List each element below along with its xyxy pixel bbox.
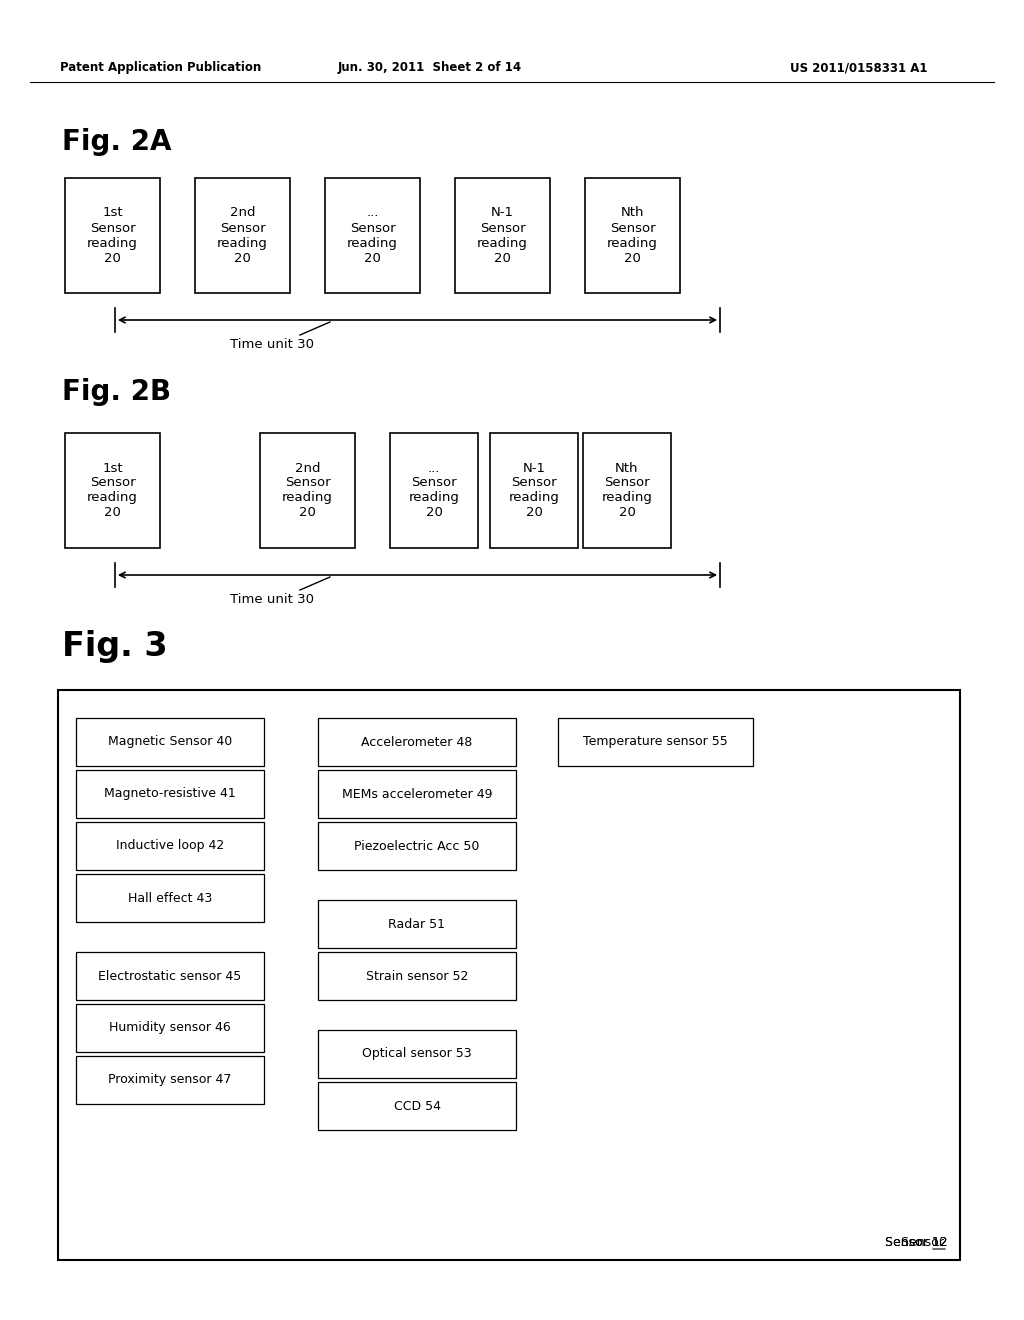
Bar [76, 1005, 264, 1052]
Text: N-1
Sensor
reading
20: N-1 Sensor reading 20 [477, 206, 528, 264]
Text: Piezoelectric Acc 50: Piezoelectric Acc 50 [354, 840, 479, 853]
Bar [325, 178, 420, 293]
Text: US 2011/0158331 A1: US 2011/0158331 A1 [790, 62, 928, 74]
Text: Proximity sensor 47: Proximity sensor 47 [109, 1073, 231, 1086]
Bar [390, 433, 478, 548]
Text: Sensor 12: Sensor 12 [886, 1236, 948, 1249]
Text: Magneto-resistive 41: Magneto-resistive 41 [104, 788, 236, 800]
Text: Nth
Sensor
reading
20: Nth Sensor reading 20 [607, 206, 658, 264]
Text: Accelerometer 48: Accelerometer 48 [361, 735, 473, 748]
Bar [76, 770, 264, 818]
Bar [76, 952, 264, 1001]
Bar [76, 718, 264, 766]
Text: ...
Sensor
reading
20: ... Sensor reading 20 [409, 462, 460, 520]
Text: CCD 54: CCD 54 [393, 1100, 440, 1113]
Text: Fig. 2A: Fig. 2A [62, 128, 171, 156]
Bar [318, 900, 516, 948]
Text: Fig. 2B: Fig. 2B [62, 378, 171, 407]
Text: Temperature sensor 55: Temperature sensor 55 [583, 735, 728, 748]
Bar [58, 690, 961, 1261]
Bar [318, 822, 516, 870]
Bar [76, 1056, 264, 1104]
Text: Time unit 30: Time unit 30 [230, 338, 314, 351]
Text: Optical sensor 53: Optical sensor 53 [362, 1048, 472, 1060]
Text: Magnetic Sensor 40: Magnetic Sensor 40 [108, 735, 232, 748]
Text: Fig. 3: Fig. 3 [62, 630, 168, 663]
Text: Patent Application Publication: Patent Application Publication [60, 62, 261, 74]
Text: Jun. 30, 2011  Sheet 2 of 14: Jun. 30, 2011 Sheet 2 of 14 [338, 62, 522, 74]
Bar [76, 874, 264, 921]
Bar [195, 178, 290, 293]
Text: 1st
Sensor
reading
20: 1st Sensor reading 20 [87, 462, 138, 520]
Bar [490, 433, 578, 548]
Text: Inductive loop 42: Inductive loop 42 [116, 840, 224, 853]
Bar [318, 718, 516, 766]
Text: Electrostatic sensor 45: Electrostatic sensor 45 [98, 969, 242, 982]
Bar [455, 178, 550, 293]
Bar [65, 178, 160, 293]
Text: Sensor 12: Sensor 12 [886, 1236, 948, 1249]
Bar [318, 1082, 516, 1130]
Bar [558, 718, 753, 766]
Text: Nth
Sensor
reading
20: Nth Sensor reading 20 [601, 462, 652, 520]
Text: 2nd
Sensor
reading
20: 2nd Sensor reading 20 [282, 462, 333, 520]
Text: Sensor: Sensor [901, 1236, 948, 1249]
Bar [585, 178, 680, 293]
Bar [583, 433, 671, 548]
Bar [318, 1030, 516, 1078]
Text: Hall effect 43: Hall effect 43 [128, 891, 212, 904]
Text: Radar 51: Radar 51 [388, 917, 445, 931]
Bar [318, 770, 516, 818]
Bar [260, 433, 355, 548]
Bar [318, 952, 516, 1001]
Text: ...
Sensor
reading
20: ... Sensor reading 20 [347, 206, 398, 264]
Text: Strain sensor 52: Strain sensor 52 [366, 969, 468, 982]
Text: 2nd
Sensor
reading
20: 2nd Sensor reading 20 [217, 206, 268, 264]
Text: Humidity sensor 46: Humidity sensor 46 [110, 1022, 230, 1035]
Bar [65, 433, 160, 548]
Bar [76, 822, 264, 870]
Text: Time unit 30: Time unit 30 [230, 593, 314, 606]
Text: 1st
Sensor
reading
20: 1st Sensor reading 20 [87, 206, 138, 264]
Text: N-1
Sensor
reading
20: N-1 Sensor reading 20 [509, 462, 559, 520]
Text: MEMs accelerometer 49: MEMs accelerometer 49 [342, 788, 493, 800]
